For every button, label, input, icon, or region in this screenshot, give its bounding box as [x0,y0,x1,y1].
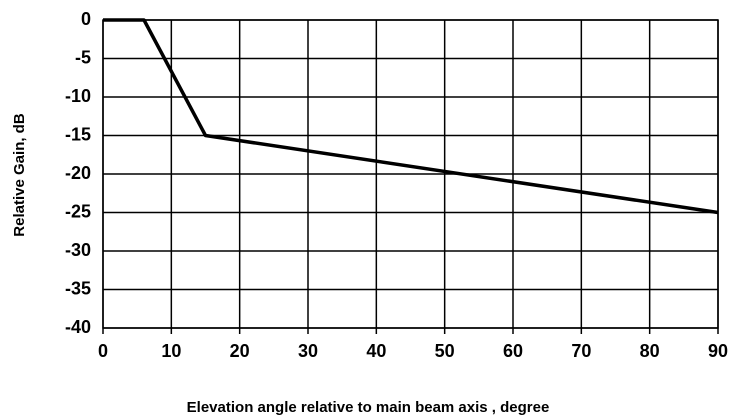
x-tick-label: 50 [435,341,455,361]
x-tick-label: 0 [98,341,108,361]
y-tick-label: -15 [65,124,91,144]
plot-border [102,19,719,329]
y-tick-label: -25 [65,201,91,221]
y-tick-label: -30 [65,240,91,260]
x-tick-label: 30 [298,341,318,361]
y-tick-label: 0 [81,9,91,29]
y-tick-label: -35 [65,278,91,298]
x-tick-label: 10 [161,341,181,361]
y-tick-label: -40 [65,317,91,337]
x-tick-label: 40 [366,341,386,361]
y-tick-label: -20 [65,163,91,183]
x-tick-label: 80 [640,341,660,361]
y-tick-label: -10 [65,86,91,106]
x-tick-label: 60 [503,341,523,361]
y-axis-label: Relative Gain, dB [11,113,28,237]
x-tick-label: 70 [571,341,591,361]
x-axis-label: Elevation angle relative to main beam ax… [187,399,550,416]
y-tick-label: -5 [75,47,91,67]
x-tick-label: 90 [708,341,728,361]
x-tick-label: 20 [230,341,250,361]
data-line [103,18,719,215]
